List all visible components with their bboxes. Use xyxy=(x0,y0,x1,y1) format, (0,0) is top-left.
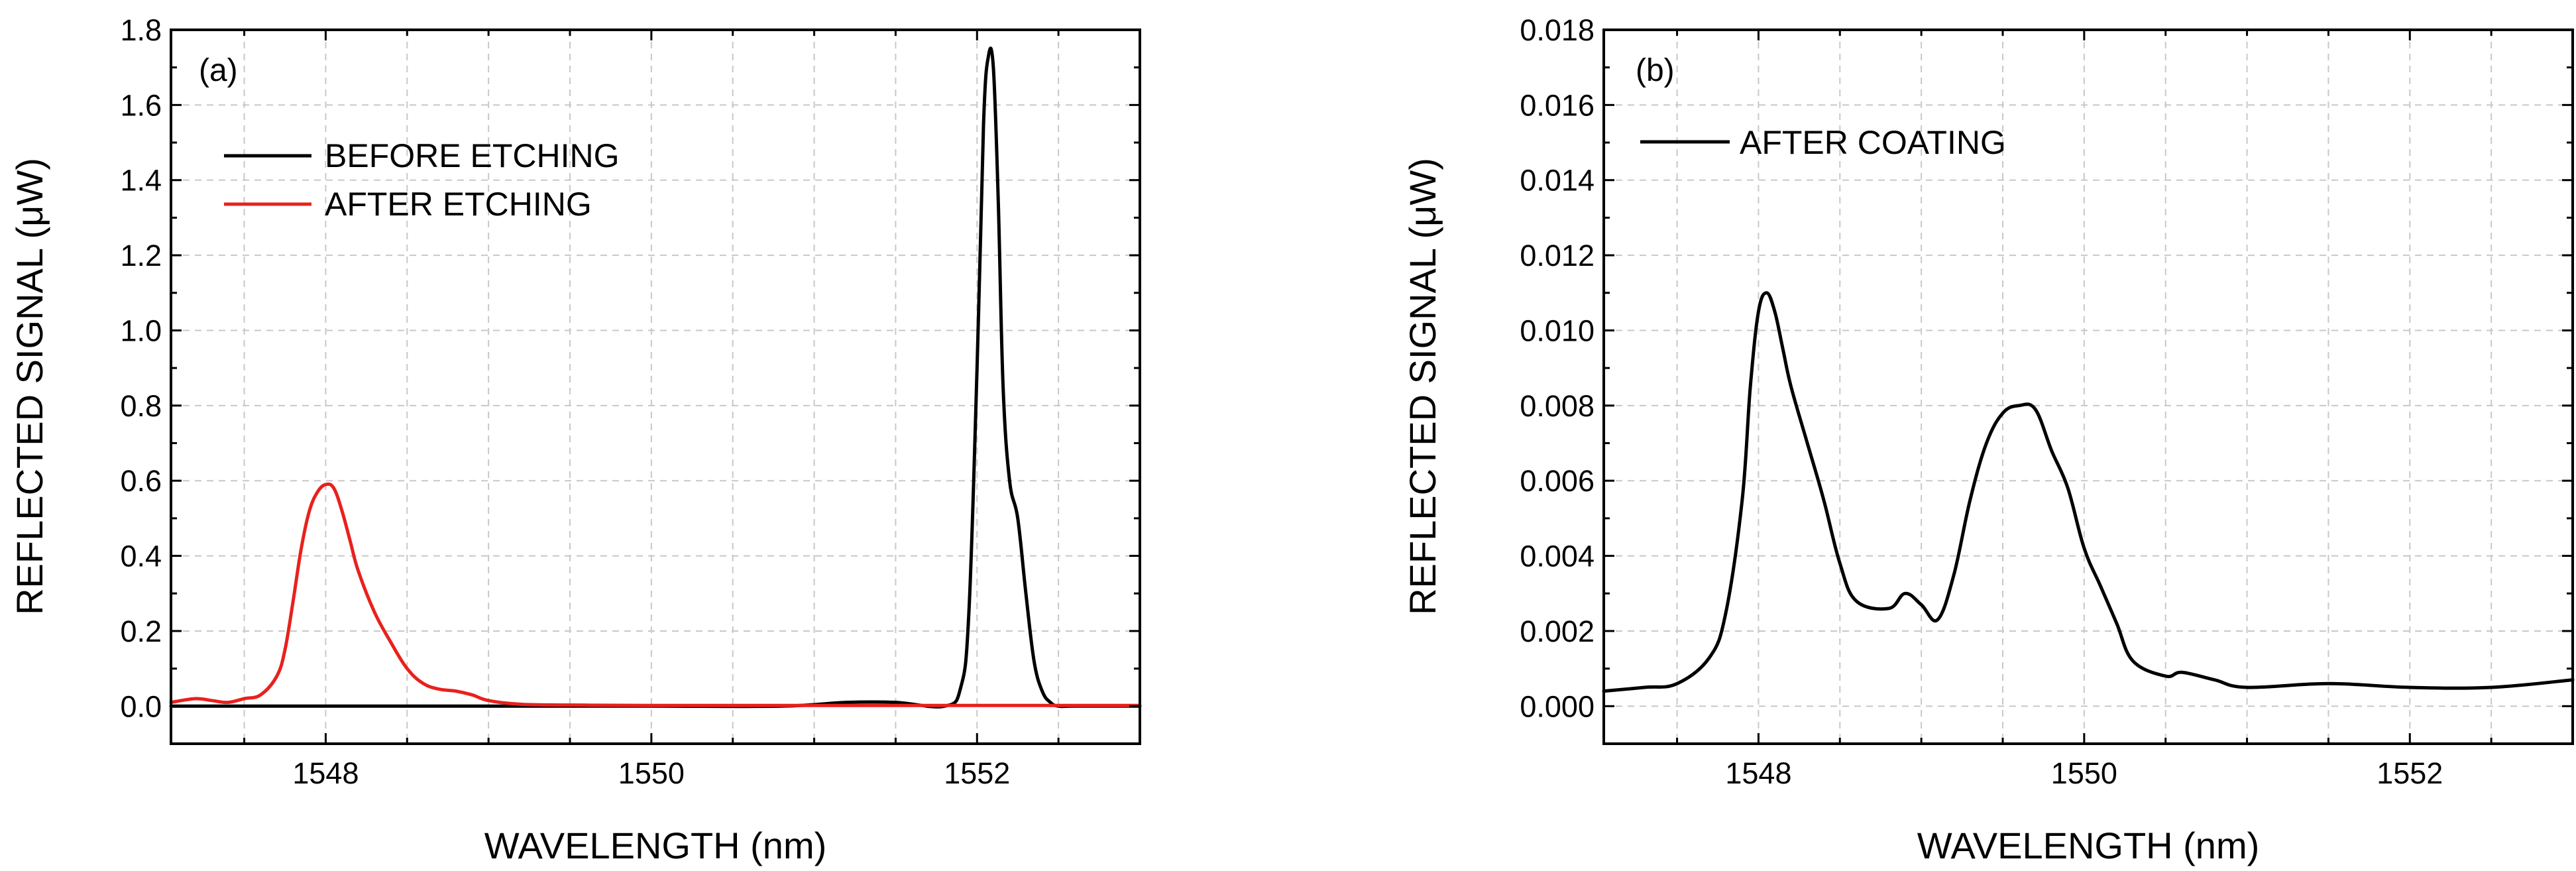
chart-panel-a: 0.0 0.2 0.4 0.6 0.8 1.0 1.2 1.4 1.6 1.8 1548 1550 15… xyxy=(9,13,1142,866)
series-line-after-etching xyxy=(169,482,1142,707)
y-tick-label: 1.4 xyxy=(120,164,162,198)
y-tick-label: 0.018 xyxy=(1520,13,1595,47)
legend-label-before-etching: BEFORE ETCHING xyxy=(325,137,619,174)
plot-frame-a xyxy=(170,29,1141,745)
y-tick-label: 0.012 xyxy=(1520,239,1595,272)
y-tick-label: 0.010 xyxy=(1520,314,1595,347)
x-tick-label: 1552 xyxy=(944,756,1010,790)
legend-label-after-etching: AFTER ETCHING xyxy=(325,186,592,223)
y-tick-label: 0.002 xyxy=(1520,614,1595,648)
grid-a xyxy=(171,29,1141,744)
x-tick-label: 1550 xyxy=(2051,756,2117,790)
y-tick-label: 0.4 xyxy=(120,540,162,573)
ticks-a: 0.0 0.2 0.4 0.6 0.8 1.0 1.2 1.4 1.6 1.8 1548 1550 15… xyxy=(120,13,1141,790)
y-tick-label: 0.000 xyxy=(1520,689,1595,723)
y-tick-label: 0.0 xyxy=(120,689,162,723)
x-tick-label: 1548 xyxy=(292,756,359,790)
x-tick-label: 1550 xyxy=(618,756,685,790)
y-tick-label: 0.6 xyxy=(120,464,162,498)
series-layer-a xyxy=(169,46,1142,709)
ticks-b: 0.000 0.002 0.004 0.006 0.008 0.010 0.012 0.014… xyxy=(1520,13,2574,790)
y-tick-label: 0.006 xyxy=(1520,464,1595,498)
y-tick-label: 0.014 xyxy=(1520,164,1595,198)
series-layer-b xyxy=(1602,291,2575,693)
plot-frame-b xyxy=(1602,29,2574,745)
y-tick-label: 1.2 xyxy=(120,239,162,272)
y-tick-label: 0.008 xyxy=(1520,389,1595,423)
chart-panel-b: 0.000 0.002 0.004 0.006 0.008 0.010 0.012 0.014… xyxy=(1402,13,2575,866)
y-tick-label: 0.016 xyxy=(1520,88,1595,122)
x-axis-title-a: WAVELENGTH (nm) xyxy=(484,825,826,866)
x-axis-title-b: WAVELENGTH (nm) xyxy=(1917,825,2259,866)
y-tick-label: 1.8 xyxy=(120,13,162,47)
y-tick-label: 1.0 xyxy=(120,314,162,347)
legend-b: AFTER COATING xyxy=(1640,124,2006,161)
series-line-before-etching xyxy=(169,46,1142,709)
series-line-after-coating xyxy=(1602,291,2575,693)
legend-a: BEFORE ETCHING AFTER ETCHING xyxy=(224,137,619,223)
panel-label-b: (b) xyxy=(1636,53,1675,88)
y-tick-label: 1.6 xyxy=(120,88,162,122)
y-tick-label: 0.004 xyxy=(1520,540,1595,573)
panel-label-a: (a) xyxy=(199,53,238,88)
x-tick-label: 1548 xyxy=(1725,756,1791,790)
y-axis-title-a: REFLECTED SIGNAL (μW) xyxy=(9,158,50,615)
y-axis-title-b: REFLECTED SIGNAL (μW) xyxy=(1402,158,1443,615)
legend-label-after-coating: AFTER COATING xyxy=(1740,124,2006,161)
x-tick-label: 1552 xyxy=(2377,756,2443,790)
y-tick-label: 0.2 xyxy=(120,614,162,648)
y-tick-label: 0.8 xyxy=(120,389,162,423)
